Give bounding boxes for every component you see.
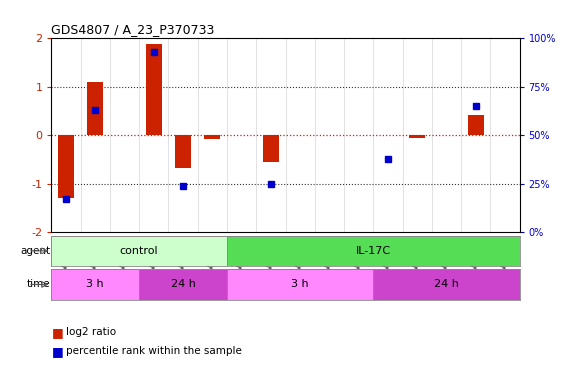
Text: ■: ■ [51,326,63,339]
Bar [227,236,520,266]
Bar [175,136,191,168]
Text: ■: ■ [51,345,63,358]
Text: percentile rank within the sample: percentile rank within the sample [66,346,242,356]
Text: 24 h: 24 h [434,280,459,290]
Bar [204,136,220,139]
Bar [409,136,425,138]
Text: time: time [27,280,51,290]
Text: 3 h: 3 h [86,280,104,290]
Text: 3 h: 3 h [291,280,309,290]
Text: IL-17C: IL-17C [356,246,391,256]
Bar [373,269,520,300]
Bar [227,269,373,300]
Bar [51,269,139,300]
Text: agent: agent [21,246,51,256]
Text: control: control [120,246,159,256]
Bar [146,44,162,136]
Bar [468,115,484,136]
Bar [87,82,103,136]
Bar [139,269,227,300]
Text: GDS4807 / A_23_P370733: GDS4807 / A_23_P370733 [51,23,215,36]
Text: 24 h: 24 h [171,280,195,290]
Bar [263,136,279,162]
Bar [58,136,74,199]
Bar [51,236,227,266]
Text: log2 ratio: log2 ratio [66,327,116,337]
